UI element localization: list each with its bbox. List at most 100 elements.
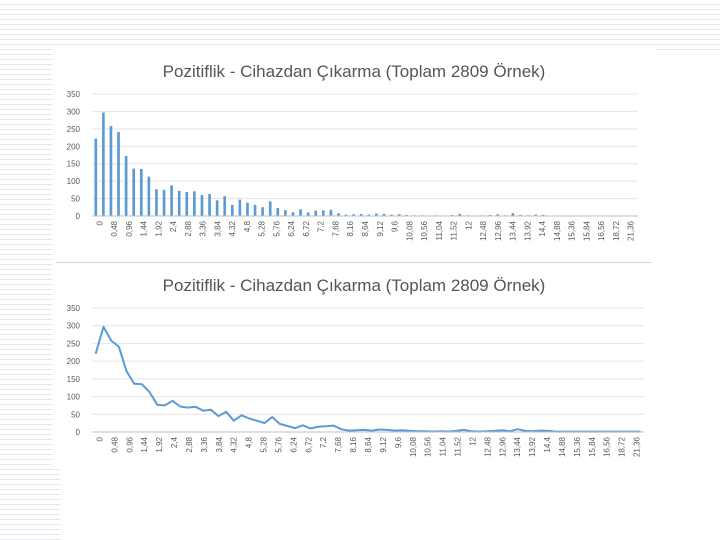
x-tick-label: 4,32 <box>230 436 239 452</box>
bar <box>344 214 348 216</box>
data-point <box>194 406 197 408</box>
bar-chart-title: Pozitiflik - Cihazdan Çıkarma (Toplam 28… <box>162 62 546 81</box>
x-tick-label: 0,48 <box>110 436 119 452</box>
x-tick-label: 13,92 <box>523 220 532 241</box>
x-tick-label: 18,72 <box>612 220 621 241</box>
bar <box>117 131 120 216</box>
x-tick-label: 6,24 <box>289 436 298 452</box>
data-point <box>371 429 373 432</box>
bar <box>223 196 227 216</box>
line-chart-panel: Pozitiflik - Cihazdan Çıkarma (Toplam 28… <box>56 264 652 464</box>
bar <box>139 168 143 216</box>
x-tick-label: 0 <box>95 220 104 225</box>
x-tick-label: 14,4 <box>543 436 552 452</box>
y-tick-label: 50 <box>71 410 80 419</box>
y-tick-label: 250 <box>67 125 81 134</box>
y-tick-label: 100 <box>67 393 81 402</box>
x-tick-label: 12,48 <box>483 436 492 457</box>
x-tick-label: 0,48 <box>110 220 119 236</box>
bar <box>147 176 151 216</box>
data-point <box>110 339 112 342</box>
y-tick-label: 50 <box>71 195 80 204</box>
x-tick-label: 8,64 <box>361 220 370 236</box>
x-tick-label: 3,36 <box>199 220 208 236</box>
x-tick-label: 4,32 <box>228 220 237 236</box>
data-point <box>340 428 342 430</box>
data-point <box>493 430 496 432</box>
bar <box>314 210 318 216</box>
x-tick-label: 1,44 <box>140 436 149 452</box>
bar <box>185 191 189 216</box>
data-point <box>378 428 381 431</box>
x-tick-label: 0,96 <box>125 220 134 236</box>
bar <box>253 204 257 216</box>
bar <box>193 191 196 216</box>
y-tick-label: 0 <box>76 428 81 437</box>
bar <box>102 112 105 216</box>
bar <box>534 214 537 216</box>
bar <box>291 212 295 216</box>
x-tick-label: 21,36 <box>633 436 642 457</box>
x-tick-label: 10,08 <box>409 436 418 457</box>
x-tick-label: 4,8 <box>245 436 254 448</box>
x-tick-label: 18,72 <box>618 436 627 457</box>
data-point <box>463 429 465 431</box>
x-tick-label: 16,56 <box>603 436 612 457</box>
data-point <box>286 425 289 427</box>
x-tick-label: 1,44 <box>140 220 149 236</box>
x-tick-label: 8,16 <box>349 436 358 452</box>
data-point <box>133 383 135 385</box>
data-point <box>210 409 212 411</box>
data-point <box>363 429 365 431</box>
x-tick-label: 13,92 <box>528 436 537 457</box>
x-tick-label: 9,6 <box>394 436 403 448</box>
data-point <box>325 425 327 427</box>
x-tick-label: 7,68 <box>331 220 340 236</box>
y-tick-label: 150 <box>67 160 81 169</box>
bar <box>367 214 371 216</box>
y-tick-label: 100 <box>67 177 81 186</box>
data-point <box>240 414 243 416</box>
bar <box>519 214 522 216</box>
line-chart-title: Pozitiflik - Cihazdan Çıkarma (Toplam 28… <box>162 276 546 295</box>
data-point <box>256 420 258 422</box>
data-point <box>95 352 97 354</box>
x-tick-label: 7,68 <box>334 436 343 452</box>
data-point <box>409 430 411 432</box>
data-point <box>125 370 128 372</box>
data-point <box>179 405 181 408</box>
bar <box>215 200 219 216</box>
bar <box>405 214 409 216</box>
x-tick-label: 7,2 <box>317 220 326 232</box>
data-point <box>547 430 549 432</box>
x-tick-label: 14,88 <box>553 220 562 241</box>
data-point <box>271 416 273 418</box>
bar <box>261 207 264 216</box>
bar <box>450 214 454 216</box>
x-tick-label: 3,84 <box>215 436 224 452</box>
data-point <box>248 417 250 420</box>
y-tick-label: 200 <box>67 357 81 366</box>
x-tick-label: 5,76 <box>272 220 281 236</box>
data-point <box>309 427 312 430</box>
x-tick-label: 15,84 <box>588 436 597 457</box>
x-tick-label: 6,24 <box>287 220 296 236</box>
bar <box>382 213 386 216</box>
line-chart: 0 50 100 150 200 250 300 350 0 0,48 0,96 1,44 1,92 2,… <box>67 304 644 457</box>
y-tick-label: 300 <box>67 107 81 116</box>
data-point <box>317 426 319 428</box>
data-point <box>455 430 457 432</box>
x-tick-label: 12 <box>464 220 473 229</box>
x-tick-label: 6,72 <box>304 436 313 452</box>
x-tick-label: 1,92 <box>155 436 164 452</box>
bar <box>397 214 401 216</box>
bar <box>306 212 310 216</box>
x-tick-label: 2,4 <box>170 436 179 448</box>
x-tick-label: 3,84 <box>213 220 222 236</box>
data-point <box>202 410 204 412</box>
bar <box>321 210 325 216</box>
data-point <box>394 429 396 432</box>
bar <box>155 189 158 216</box>
x-tick-label: 15,84 <box>582 220 591 241</box>
bar <box>238 199 242 216</box>
